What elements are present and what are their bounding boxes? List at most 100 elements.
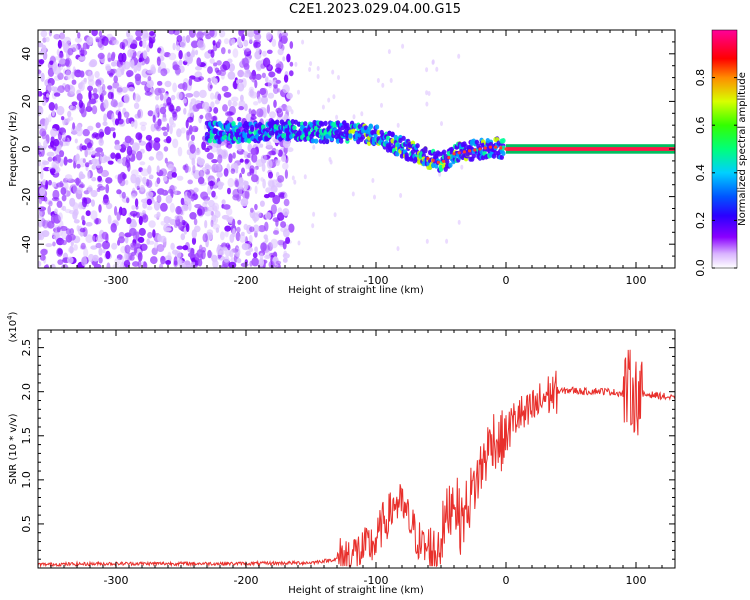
heatmap-cell	[207, 138, 213, 144]
heatmap-cell	[52, 189, 60, 200]
heatmap-cell	[308, 67, 312, 72]
heatmap-cell	[258, 258, 265, 267]
heatmap-cell	[297, 240, 301, 246]
heatmap-cell	[138, 167, 143, 173]
heatmap-cell	[73, 209, 79, 216]
heatmap-cell	[202, 195, 211, 202]
heatmap-cell	[142, 201, 148, 209]
svg-text:(x104): (x104)	[6, 311, 19, 342]
heatmap-cell	[88, 71, 92, 78]
heatmap-cell	[121, 207, 127, 217]
heatmap-cell	[144, 91, 152, 96]
heatmap-cell	[249, 165, 255, 174]
heatmap-cell	[148, 40, 154, 49]
x-tick-label: -300	[104, 274, 129, 287]
heatmap-cell	[108, 72, 114, 78]
heatmap-cell	[227, 177, 235, 188]
heatmap-cell	[250, 207, 254, 213]
heatmap-cell	[67, 158, 73, 163]
heatmap-cell	[251, 109, 257, 117]
heatmap-cell	[138, 215, 143, 226]
heatmap-cell	[193, 90, 200, 98]
heatmap-cell	[209, 84, 213, 89]
heatmap-cell	[176, 35, 183, 43]
heatmap-cell	[348, 133, 353, 139]
heatmap-cell	[57, 259, 64, 265]
heatmap-cell	[141, 39, 147, 49]
heatmap-cell	[273, 99, 277, 108]
heatmap-cell	[159, 106, 167, 115]
heatmap-cell	[217, 139, 222, 145]
heatmap-cell	[172, 138, 179, 149]
heatmap-cell	[111, 113, 115, 123]
heatmap-cell	[425, 101, 429, 107]
heatmap-cell	[167, 170, 174, 180]
heatmap-cell	[63, 43, 69, 53]
heatmap-cell	[48, 114, 52, 123]
heatmap-cell	[126, 217, 132, 225]
heatmap-cell	[150, 256, 158, 265]
heatmap-cell	[98, 138, 104, 146]
heatmap-cell	[101, 231, 109, 240]
heatmap-cell	[118, 52, 124, 63]
heatmap-cell	[196, 57, 202, 67]
heatmap-cell	[78, 56, 86, 61]
heatmap-cell	[253, 41, 261, 48]
heatmap-cell	[86, 101, 91, 111]
heatmap-cell	[166, 136, 172, 144]
heatmap-cell	[191, 229, 197, 239]
heatmap-cell	[50, 140, 54, 148]
heatmap-cell	[184, 195, 192, 206]
heatmap-cell	[130, 121, 135, 128]
heatmap-cell	[117, 158, 123, 164]
heatmap-cell	[61, 239, 67, 246]
heatmap-cell	[53, 92, 61, 97]
snr-line-series	[38, 349, 675, 568]
bottom-y-axis-label: SNR (10 * v/v)	[8, 413, 19, 484]
heatmap-cell	[152, 110, 158, 116]
heatmap-cell	[87, 85, 94, 92]
heatmap-cell	[259, 143, 264, 148]
heatmap-cell	[243, 151, 249, 156]
heatmap-cell	[157, 87, 166, 94]
heatmap-cell	[255, 47, 261, 55]
heatmap-cell	[230, 168, 236, 175]
heatmap-cell	[105, 183, 110, 194]
heatmap-cell	[110, 223, 117, 233]
y-tick-label: 2.0	[20, 383, 33, 401]
heatmap-cell	[63, 36, 72, 45]
heatmap-cell	[236, 79, 240, 84]
heatmap-cell	[209, 30, 215, 38]
heatmap-cell	[47, 77, 55, 86]
heatmap-cell	[185, 93, 194, 98]
heatmap-cell	[179, 209, 184, 216]
heatmap-cell	[398, 137, 403, 144]
heatmap-cell	[91, 199, 95, 207]
heatmap-cell	[181, 210, 185, 216]
x-tick-label: 100	[626, 574, 647, 587]
heatmap-cell	[45, 243, 53, 248]
heatmap-cell	[76, 163, 81, 169]
heatmap-cell	[194, 127, 198, 132]
heatmap-cell	[259, 200, 265, 207]
heatmap-cell	[237, 144, 243, 152]
heatmap-cell	[188, 151, 197, 161]
heatmap-cell	[303, 174, 307, 180]
heatmap-cell	[50, 128, 58, 138]
heatmap-cell	[48, 200, 53, 207]
heatmap-cell	[137, 251, 143, 262]
heatmap-cell	[38, 232, 42, 241]
heatmap-cell	[80, 242, 86, 250]
heatmap-cell	[251, 257, 260, 267]
heatmap-cell	[423, 146, 428, 152]
heatmap-cell	[223, 38, 230, 45]
heatmap-cell	[120, 245, 128, 254]
heatmap-cell	[277, 212, 285, 221]
heatmap-cell	[206, 145, 213, 150]
heatmap-cell	[131, 193, 137, 199]
heatmap-cell	[177, 146, 183, 157]
heatmap-cell	[210, 92, 215, 100]
heatmap-cell	[445, 238, 449, 244]
heatmap-cell	[164, 255, 173, 261]
heatmap-cell	[188, 107, 195, 117]
